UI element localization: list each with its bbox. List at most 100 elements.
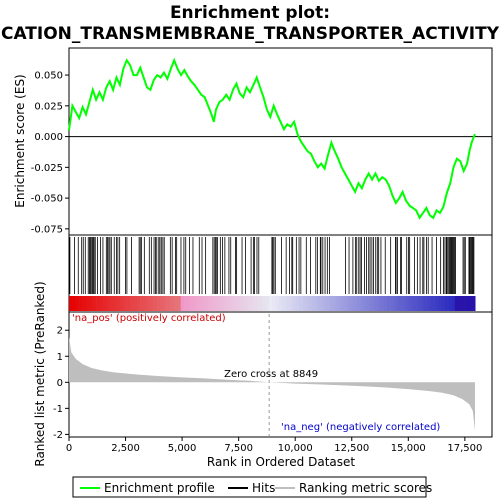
color-bar-segment (85, 296, 90, 311)
color-bar-segment (96, 296, 100, 311)
color-bar-segment (275, 296, 280, 311)
color-bar-segment (387, 296, 391, 311)
color-bar-segment (184, 296, 188, 311)
color-bar-segment (366, 296, 371, 311)
metric-y-tick-label: -2 (53, 430, 63, 441)
color-bar-segment (228, 296, 232, 311)
color-bar-segment (238, 296, 242, 311)
color-bar-segment (231, 296, 236, 311)
color-bar-segment (116, 296, 121, 311)
metric-panel-frame (68, 311, 493, 438)
color-bar-segment (258, 296, 263, 311)
color-bar-segment (190, 296, 195, 311)
legend-frame (72, 476, 427, 498)
color-bar-segment (194, 296, 198, 311)
es-y-tick-label: -0.050 (31, 194, 63, 205)
x-tick-label: 15,000 (391, 443, 426, 454)
color-bar-segment (326, 296, 330, 311)
color-bar-segment (410, 296, 415, 311)
color-bar-segment (146, 296, 151, 311)
color-bar-segment (427, 296, 432, 311)
color-bar-segment (278, 296, 283, 311)
color-bar-segment (187, 296, 192, 311)
color-bar-segment (319, 296, 324, 311)
es-y-tick-label: 0.050 (34, 71, 63, 82)
x-axis-label: Rank in Ordered Dataset (207, 455, 355, 469)
x-tick-label: 2,500 (111, 443, 140, 454)
color-bar-segment (248, 296, 253, 311)
rank-color-bar (69, 296, 476, 311)
color-bar-segment (113, 296, 117, 311)
color-bar-segment (255, 296, 259, 311)
color-bar-segment (383, 296, 388, 311)
color-bar-segment (353, 296, 358, 311)
color-bar-segment (404, 296, 408, 311)
color-bar-segment (444, 296, 449, 311)
color-bar-segment (309, 296, 314, 311)
color-bar-segment (458, 296, 462, 311)
metric-y-axis-label: Ranked list metric (PreRanked) (33, 281, 47, 466)
color-bar-segment (312, 296, 317, 311)
color-bar-segment (160, 296, 165, 311)
color-bar-segment (295, 296, 300, 311)
color-bar-segment (333, 296, 337, 311)
x-tick-label: 10,000 (278, 443, 313, 454)
color-bar-segment (407, 296, 412, 311)
color-bar-segment (143, 296, 148, 311)
color-bar-segment (140, 296, 144, 311)
color-bar-segment (339, 296, 344, 311)
color-bar-segment (451, 296, 456, 311)
color-bar-segment (285, 296, 290, 311)
color-bar-segment (441, 296, 446, 311)
es-y-tick-label: -0.075 (31, 224, 63, 235)
chart-title-line2: CATION_TRANSMEMBRANE_TRANSPORTER_ACTIVIT… (1, 24, 500, 44)
color-bar-segment (204, 296, 209, 311)
color-bar-segment (316, 296, 320, 311)
color-bar-segment (400, 296, 405, 311)
color-bar-segment (211, 296, 215, 311)
color-bar-segment (461, 296, 466, 311)
legend-metric-label: Ranking metric scores (299, 481, 432, 495)
es-y-tick-label: -0.025 (31, 163, 63, 174)
color-bar-segment (360, 296, 364, 311)
metric-y-tick-label: 0 (57, 378, 63, 389)
color-bar-segment (465, 296, 469, 311)
ranking-metric-area (69, 336, 475, 431)
x-tick-label: 12,500 (334, 443, 369, 454)
metric-y-tick-label: -1 (53, 404, 63, 415)
color-bar-segment (150, 296, 154, 311)
color-bar-segment (136, 296, 141, 311)
color-bar-segment (126, 296, 131, 311)
color-bar-segment (336, 296, 341, 311)
color-bar-segment (454, 296, 459, 311)
color-bar-segment (370, 296, 374, 311)
color-bar-segment (92, 296, 97, 311)
color-bar-segment (119, 296, 124, 311)
metric-y-tick-label: 2 (57, 326, 63, 337)
x-tick-label: 17,500 (447, 443, 482, 454)
color-bar-segment (302, 296, 307, 311)
x-tick-label: 0 (66, 443, 72, 454)
color-bar-segment (417, 296, 422, 311)
es-panel: 0.050 0.025 0.000 -0.025 -0.050 -0.075 Enrich… (13, 47, 493, 236)
color-bar-segment (102, 296, 107, 311)
color-bar-segment (377, 296, 381, 311)
color-bar-segment (471, 296, 476, 311)
metric-y-ticks: 2 1 0 -1 -2 (53, 326, 69, 441)
color-bar-segment (393, 296, 398, 311)
color-bar-segment (343, 296, 347, 311)
color-bar-segment (272, 296, 276, 311)
color-bar-segment (448, 296, 452, 311)
color-bar-segment (241, 296, 246, 311)
color-bar-segment (129, 296, 134, 311)
color-bar-segment (69, 296, 73, 311)
color-bar-segment (434, 296, 439, 311)
color-bar-segment (75, 296, 80, 311)
negative-correlation-label: 'na_neg' (negatively correlated) (281, 422, 440, 433)
metric-panel: 2 1 0 -1 -2 'na_pos' (positively correlated)… (33, 281, 493, 467)
color-bar-segment (289, 296, 293, 311)
color-bar-segment (197, 296, 202, 311)
hit-lines (69, 237, 475, 294)
color-bar-segment (180, 296, 185, 311)
